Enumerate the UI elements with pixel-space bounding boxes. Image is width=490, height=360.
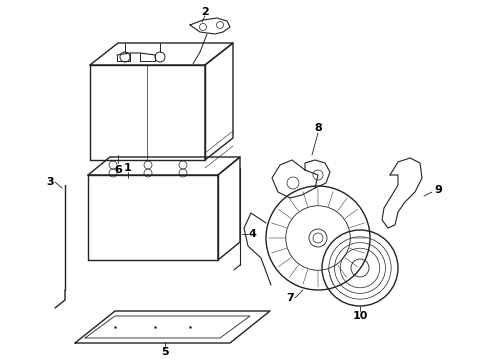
Text: 5: 5: [161, 347, 169, 357]
Text: 7: 7: [286, 293, 294, 303]
Text: 9: 9: [434, 185, 442, 195]
Text: 2: 2: [201, 7, 209, 17]
Text: 3: 3: [46, 177, 54, 187]
Text: 6: 6: [114, 165, 122, 175]
Text: 4: 4: [248, 229, 256, 239]
Text: 10: 10: [352, 311, 368, 321]
Text: 8: 8: [314, 123, 322, 133]
Text: 1: 1: [124, 163, 132, 173]
